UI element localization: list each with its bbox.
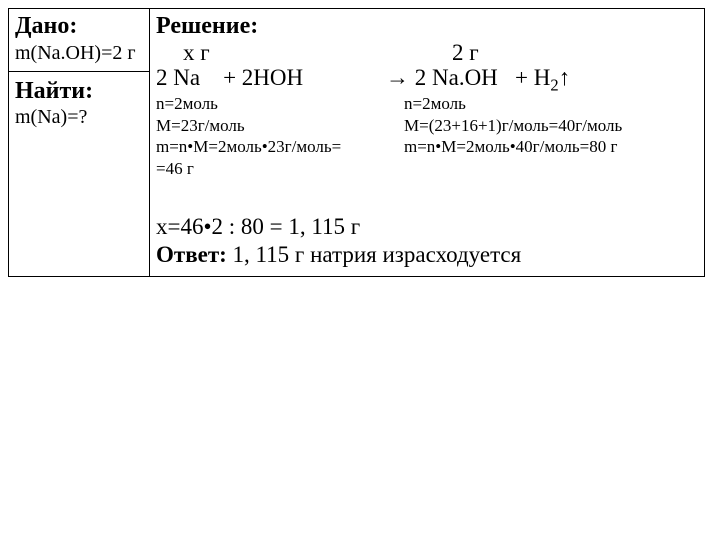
calc-row-1: n=2моль n=2моль xyxy=(156,94,698,114)
calc-right-3: m=n•М=2моль•40г/моль=80 г xyxy=(404,137,698,157)
solution-label: Решение: xyxy=(156,13,698,41)
calc-row-2: М=23г/моль М=(23+16+1)г/моль=40г/моль xyxy=(156,116,698,136)
answer-label: Ответ: xyxy=(156,242,227,267)
equation-rhs: → 2 Na.OH + H2↑ xyxy=(386,64,698,93)
given-section: Дано: m(Na.OH)=2 г xyxy=(9,9,149,72)
answer-line: Ответ: 1, 115 г натрия израсходуется xyxy=(156,241,698,270)
calc-right-2: М=(23+16+1)г/моль=40г/моль xyxy=(404,116,698,136)
calc-left-4: =46 г xyxy=(156,159,404,179)
given-label: Дано: xyxy=(15,13,143,41)
calc-row-3: m=n•М=2моль•23г/моль= m=n•М=2моль•40г/мо… xyxy=(156,137,698,157)
calc-left-3: m=n•М=2моль•23г/моль= xyxy=(156,137,404,157)
left-column: Дано: m(Na.OH)=2 г Найти: m(Na)=? xyxy=(9,9,150,276)
over-2g: 2 г xyxy=(364,41,698,64)
find-line: m(Na)=? xyxy=(15,105,143,129)
find-section: Найти: m(Na)=? xyxy=(9,72,149,276)
given-line: m(Na.OH)=2 г xyxy=(15,41,143,65)
final-block: х=46•2 : 80 = 1, 115 г Ответ: 1, 115 г н… xyxy=(156,213,698,271)
eq-rhs-post: ↑ xyxy=(559,65,571,90)
equation-lhs: 2 Na + 2HOH xyxy=(156,64,386,93)
calc-right-4 xyxy=(404,159,698,179)
equation-row: 2 Na + 2HOH → 2 Na.OH + H2↑ xyxy=(156,64,698,93)
equation-overline: x г 2 г xyxy=(156,41,698,64)
calc-left-1: n=2моль xyxy=(156,94,404,114)
over-x: x г xyxy=(156,41,364,64)
final-calc: х=46•2 : 80 = 1, 115 г xyxy=(156,213,698,242)
calc-right-1: n=2моль xyxy=(404,94,698,114)
eq-rhs-sub: 2 xyxy=(550,75,558,94)
calc-row-4: =46 г xyxy=(156,159,698,179)
problem-box: Дано: m(Na.OH)=2 г Найти: m(Na)=? Решени… xyxy=(8,8,705,277)
eq-rhs-pre: → 2 Na.OH + H xyxy=(386,65,550,90)
answer-text: 1, 115 г натрия израсходуется xyxy=(227,242,521,267)
find-label: Найти: xyxy=(15,78,143,106)
eq-lhs-text: 2 Na + 2HOH xyxy=(156,65,303,90)
calc-left-2: М=23г/моль xyxy=(156,116,404,136)
solution-column: Решение: x г 2 г 2 Na + 2HOH → 2 Na.OH +… xyxy=(150,9,704,276)
